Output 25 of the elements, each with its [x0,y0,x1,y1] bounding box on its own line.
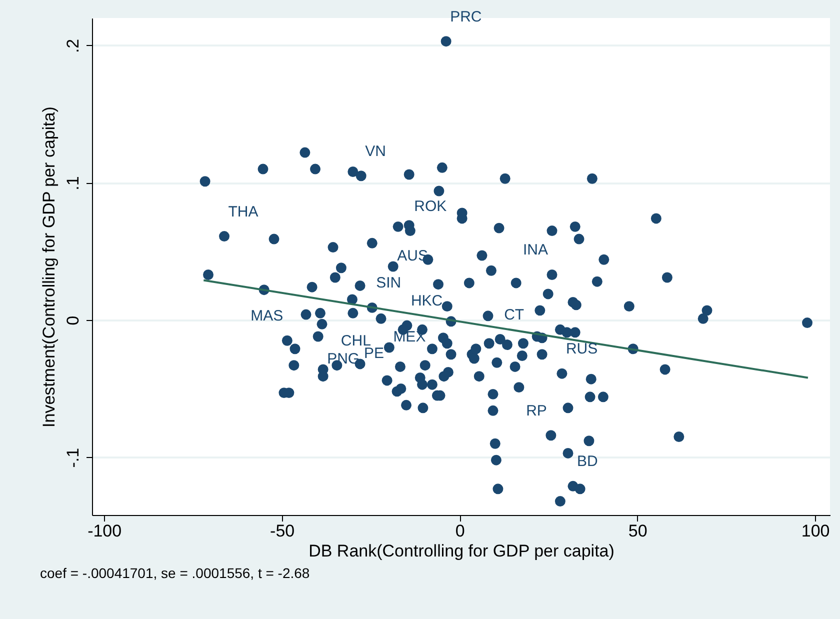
annotation: INA [522,242,548,259]
y-tick-label: 0 [64,316,82,326]
y-axis-title: Investment(Controlling for GDP per capita) [40,106,58,428]
y-tick-label: -.1 [64,448,82,468]
annotation: THA [228,203,258,220]
annotation: CT [504,306,524,324]
annotation: SIN [376,274,402,292]
x-tick-label: -50 [270,522,295,540]
y-tick-label: .1 [64,176,82,190]
x-axis-title: DB Rank(Controlling for GDP per capita) [308,542,614,560]
annotation: ROK [414,198,447,215]
x-tick-label: 0 [455,522,465,540]
annotation: VN [365,142,386,160]
annotation: BD [576,453,598,470]
annotation: RP [526,402,547,420]
annotation: RUS [566,340,598,358]
y-tick-label: .2 [64,38,82,54]
x-tick-label: -100 [88,522,122,540]
annotation: PE [364,344,384,362]
annotation: PRC [450,8,482,26]
x-tick-label: 50 [628,522,648,540]
annotation: HKC [410,292,443,310]
x-tick-label: 100 [801,522,830,540]
text: coef = -.00041701, se = .0001556, t = -2.68 [40,565,310,581]
annotation: MAS [250,308,284,325]
